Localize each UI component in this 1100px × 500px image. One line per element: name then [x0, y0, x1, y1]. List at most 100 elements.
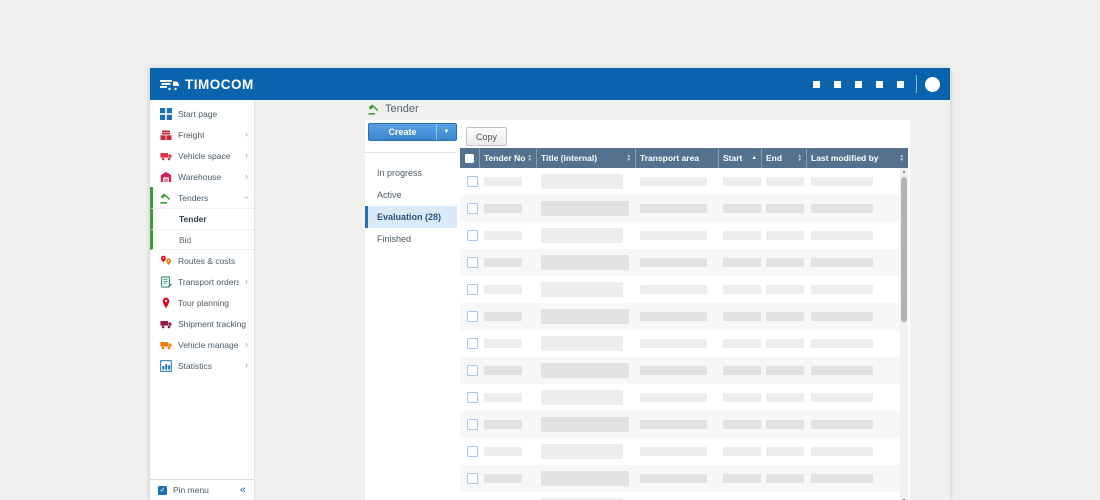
skeleton-cell — [480, 231, 537, 240]
skeleton-cell — [636, 447, 719, 456]
sidebar-item-statistics[interactable]: Statistics › — [150, 355, 254, 376]
column-header-label[interactable]: Start — [723, 153, 743, 163]
sort-icon[interactable]: ▲ ▼ — [527, 153, 532, 162]
row-checkbox[interactable] — [466, 392, 478, 403]
sidebar-item-bid[interactable]: Bid — [150, 229, 254, 250]
row-checkbox[interactable] — [466, 338, 478, 349]
skeleton-placeholder-bar — [766, 474, 804, 483]
row-checkbox[interactable] — [466, 473, 478, 484]
column-header-label[interactable]: Last modified by — [811, 153, 879, 163]
sidebar-nav: Start page Freight › Vehicle space › Warehous… — [150, 103, 254, 376]
sidebar-item-freight[interactable]: Freight › — [150, 124, 254, 145]
sidebar-item-transport-orders[interactable]: Transport orders › — [150, 271, 254, 292]
sidebar-item-tenders[interactable]: Tenders › — [150, 187, 254, 208]
scrollbar-down-icon[interactable]: ▼ — [900, 497, 908, 500]
table-scrollbar[interactable]: ▲ ▼ — [900, 168, 908, 500]
sidebar-item-tender[interactable]: Tender — [150, 208, 254, 229]
truck-icon — [160, 318, 172, 330]
table-row[interactable] — [460, 303, 908, 330]
skeleton-placeholder-bar — [541, 498, 623, 500]
row-checkbox[interactable] — [466, 419, 478, 430]
column-header-label[interactable]: End — [766, 153, 783, 163]
table-row[interactable] — [460, 438, 908, 465]
sidebar-item-warehouse[interactable]: Warehouse › — [150, 166, 254, 187]
titlebar-divider — [916, 75, 917, 93]
row-checkbox[interactable] — [466, 203, 478, 214]
sort-icon[interactable]: ▲ ▼ — [899, 153, 904, 162]
skeleton-cell — [480, 258, 537, 267]
skeleton-cell — [762, 366, 807, 375]
app-square-icon[interactable] — [876, 80, 883, 88]
app-square-icon[interactable] — [855, 80, 862, 88]
row-checkbox[interactable] — [466, 311, 478, 322]
brand-logo: TIMOCOM — [160, 77, 254, 92]
app-square-icon[interactable] — [813, 80, 820, 88]
table-row[interactable] — [460, 276, 908, 303]
skeleton-cell — [537, 228, 636, 243]
row-checkbox[interactable] — [466, 257, 478, 268]
row-checkbox[interactable] — [466, 284, 478, 295]
pin-menu-checkbox[interactable]: ✓ — [158, 485, 167, 495]
app-square-icon[interactable] — [897, 80, 904, 88]
chevron-right-icon: › — [245, 276, 248, 286]
table-row[interactable] — [460, 465, 908, 492]
skeleton-placeholder-bar — [766, 177, 804, 186]
sidebar-item-vehicle-space[interactable]: Vehicle space › — [150, 145, 254, 166]
sort-asc-icon[interactable]: ▲ — [751, 155, 757, 161]
row-checkbox[interactable] — [466, 365, 478, 376]
sidebar-item-tour-planning[interactable]: Tour planning — [150, 292, 254, 313]
skeleton-cell — [807, 366, 908, 375]
table-body — [460, 168, 908, 500]
sidebar-item-label: Transport orders — [178, 276, 239, 287]
brand-name: TIMOCOM — [185, 76, 254, 92]
subnav-item-in-progress[interactable]: In progress — [377, 168, 423, 178]
skeleton-cell — [636, 204, 719, 213]
collapse-sidebar-icon[interactable]: « — [239, 484, 246, 496]
skeleton-cell — [762, 231, 807, 240]
table-row[interactable] — [460, 330, 908, 357]
table-row[interactable] — [460, 222, 908, 249]
create-dropdown-arrow-icon[interactable]: ▼ — [443, 129, 450, 135]
sidebar-item-label: Vehicle space — [178, 150, 231, 161]
skeleton-placeholder-bar — [766, 366, 804, 375]
row-checkbox[interactable] — [466, 176, 478, 187]
sort-icon[interactable]: ▲ ▼ — [626, 153, 631, 162]
create-button[interactable]: Create — [388, 127, 417, 137]
skeleton-cell — [719, 339, 762, 348]
skeleton-placeholder-bar — [811, 231, 873, 240]
subnav-item-active[interactable]: Active — [377, 190, 402, 200]
sidebar-item-vehicle-management[interactable]: Vehicle management › — [150, 334, 254, 355]
row-checkbox-cell — [460, 365, 480, 376]
select-all-checkbox[interactable] — [465, 153, 474, 163]
skeleton-cell — [807, 393, 908, 402]
table-row[interactable] — [460, 195, 908, 222]
skeleton-placeholder-bar — [723, 339, 761, 348]
copy-button[interactable]: Copy — [466, 127, 508, 146]
table-row[interactable] — [460, 411, 908, 438]
main-content: Tender Create ▼ Copy In progress Active Ev… — [255, 100, 950, 500]
sidebar-item-start-page[interactable]: Start page — [150, 103, 254, 124]
skeleton-placeholder-bar — [766, 285, 804, 294]
subnav-item-finished[interactable]: Finished — [377, 234, 412, 244]
column-header-label[interactable]: Tender No. — [484, 153, 525, 163]
skeleton-placeholder-bar — [640, 231, 707, 240]
scrollbar-up-icon[interactable]: ▲ — [901, 169, 907, 175]
column-header-label[interactable]: Transport area — [640, 153, 700, 163]
table-row[interactable] — [460, 492, 908, 500]
create-split-button[interactable]: Create ▼ — [368, 123, 457, 141]
scrollbar-thumb[interactable] — [901, 177, 907, 322]
row-checkbox[interactable] — [466, 446, 478, 457]
column-header-label[interactable]: Title (internal) — [541, 153, 598, 163]
subnav-item-evaluation-28-[interactable]: Evaluation (28) — [365, 206, 457, 228]
user-avatar[interactable] — [925, 76, 940, 92]
table-row[interactable] — [460, 249, 908, 276]
app-square-icon[interactable] — [834, 80, 841, 88]
sidebar-item-routes-costs[interactable]: Routes & costs — [150, 250, 254, 271]
row-checkbox[interactable] — [466, 230, 478, 241]
table-row[interactable] — [460, 357, 908, 384]
tender-gavel-icon — [368, 103, 380, 115]
sort-icon[interactable]: ▲ ▼ — [797, 153, 802, 162]
table-row[interactable] — [460, 384, 908, 411]
sidebar-item-shipment-tracking[interactable]: Shipment tracking — [150, 313, 254, 334]
table-row[interactable] — [460, 168, 908, 195]
